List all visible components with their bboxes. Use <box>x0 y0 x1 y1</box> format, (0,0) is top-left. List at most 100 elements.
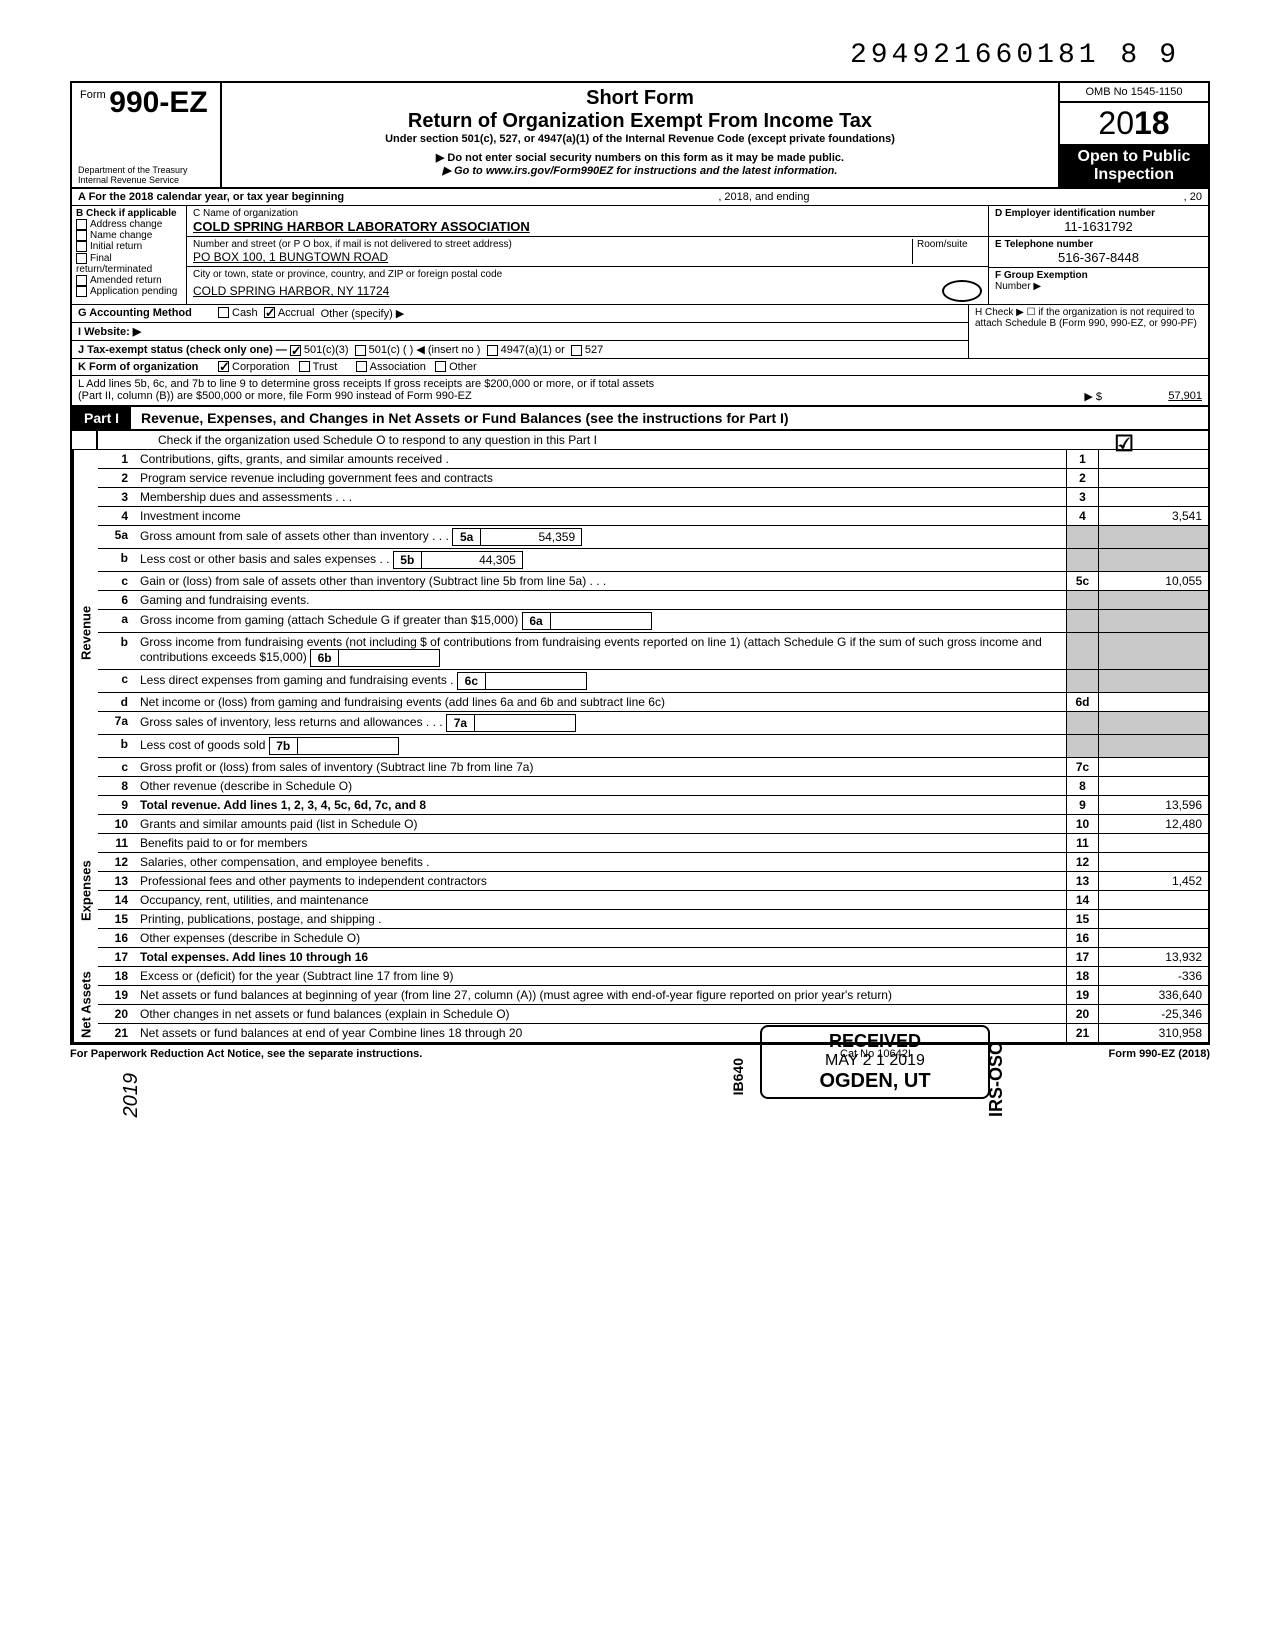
line-6a: Gross income from gaming (attach Schedul… <box>138 610 1066 632</box>
revenue-section: Revenue 1Contributions, gifts, grants, a… <box>70 450 1210 815</box>
line-4: Investment income <box>138 507 1066 525</box>
title-note: ▶ Do not enter social security numbers o… <box>230 151 1050 164</box>
line-a-mid: , 2018, and ending <box>344 191 1184 203</box>
l-text2: (Part II, column (B)) are $500,000 or mo… <box>78 390 472 403</box>
line-17: Total expenses. Add lines 10 through 16 <box>138 948 1066 966</box>
accrual-checkbox[interactable] <box>264 307 275 318</box>
b-opt[interactable]: Address change <box>76 219 182 230</box>
501c3-checkbox[interactable] <box>290 345 301 356</box>
k-row: K Form of organization Corporation Trust… <box>70 359 1210 376</box>
l-sym: ▶ $ <box>1084 390 1102 403</box>
c-city-row: City or town, state or province, country… <box>187 267 988 304</box>
line-15: Printing, publications, postage, and shi… <box>138 910 1066 928</box>
room-suite: Room/suite <box>912 239 982 264</box>
form-990ez: 990-EZ <box>109 89 207 116</box>
line-2: Program service revenue including govern… <box>138 469 1066 487</box>
i-website: I Website: ▶ <box>72 323 968 341</box>
netassets-label: Net Assets <box>72 967 98 1042</box>
omb-number: OMB No 1545-1150 <box>1060 83 1208 103</box>
line-7b: Less cost of goods sold 7b <box>138 735 1066 757</box>
part1-check-row: Check if the organization used Schedule … <box>70 431 1210 450</box>
line-5b: Less cost or other basis and sales expen… <box>138 549 1066 571</box>
form-word: Form <box>80 89 106 101</box>
cash-checkbox[interactable] <box>218 307 229 318</box>
c-city-hdr: City or town, state or province, country… <box>193 269 982 280</box>
other-org-checkbox[interactable] <box>435 361 446 372</box>
e-phone: E Telephone number 516-367-8448 <box>989 237 1208 268</box>
title-return: Return of Organization Exempt From Incom… <box>230 110 1050 133</box>
b-opt[interactable]: Name change <box>76 230 182 241</box>
page-footer: For Paperwork Reduction Act Notice, see … <box>70 1044 1210 1063</box>
line-12: Salaries, other compensation, and employ… <box>138 853 1066 871</box>
line-11: Benefits paid to or for members <box>138 834 1066 852</box>
part1-check-text: Check if the organization used Schedule … <box>98 431 1208 449</box>
f-group: F Group Exemption Number ▶ <box>989 268 1208 294</box>
501c-checkbox[interactable] <box>355 345 366 356</box>
l-row: L Add lines 5b, 6c, and 7b to line 9 to … <box>70 376 1210 407</box>
open-public-badge: Open to Public Inspection <box>1060 144 1208 187</box>
form-number-cell: Form 990-EZ <box>72 83 222 161</box>
title-cell: Short Form Return of Organization Exempt… <box>222 83 1058 187</box>
g-label: G Accounting Method <box>78 307 218 320</box>
b-opt[interactable]: Amended return <box>76 275 182 286</box>
org-name: COLD SPRING HARBOR LABORATORY ASSOCIATIO… <box>193 219 982 234</box>
line-1: Contributions, gifts, grants, and simila… <box>138 450 1066 468</box>
line-7a: Gross sales of inventory, less returns a… <box>138 712 1066 734</box>
ein-value: 11-1631792 <box>995 219 1202 234</box>
line-19: Net assets or fund balances at beginning… <box>138 986 1066 1004</box>
phone-value: 516-367-8448 <box>995 250 1202 265</box>
trust-checkbox[interactable] <box>299 361 310 372</box>
footer-left: For Paperwork Reduction Act Notice, see … <box>70 1048 840 1060</box>
527-checkbox[interactable] <box>571 345 582 356</box>
line-a: A For the 2018 calendar year, or tax yea… <box>70 189 1210 206</box>
line-a-end: , 20 <box>1184 191 1202 203</box>
expenses-label: Expenses <box>72 815 98 967</box>
line-14: Occupancy, rent, utilities, and maintena… <box>138 891 1066 909</box>
group-num: Number ▶ <box>995 281 1202 292</box>
d-ein: D Employer identification number 11-1631… <box>989 206 1208 237</box>
b-opt[interactable]: Final return/terminated <box>76 253 182 275</box>
b-opt[interactable]: Initial return <box>76 241 182 252</box>
l-amount: 57,901 <box>1102 390 1202 403</box>
scan-code: 294921660181 89 <box>70 40 1210 71</box>
b-column: B Check if applicable Address change Nam… <box>72 206 187 304</box>
stamp-date: MAY 2 1 2019 <box>768 1052 982 1070</box>
j-row: J Tax-exempt status (check only one) — 5… <box>72 341 968 358</box>
part1-tag: Part I <box>72 407 131 429</box>
title-short: Short Form <box>230 87 1050 110</box>
b-header: B Check if applicable <box>76 208 182 219</box>
expenses-section: Expenses 10Grants and similar amounts pa… <box>70 815 1210 967</box>
title-under: Under section 501(c), 527, or 4947(a)(1)… <box>230 133 1050 145</box>
dept-cell: Department of the Treasury Internal Reve… <box>72 161 222 187</box>
corp-checkbox[interactable] <box>218 361 229 372</box>
b-opt[interactable]: Application pending <box>76 286 182 297</box>
line-10: Grants and similar amounts paid (list in… <box>138 815 1066 833</box>
footer-right: Form 990-EZ (2018) <box>1040 1048 1210 1060</box>
stamp-ogden: OGDEN, UT <box>768 1070 982 1093</box>
line-9: Total revenue. Add lines 1, 2, 3, 4, 5c,… <box>138 796 1066 814</box>
revenue-label: Revenue <box>72 450 98 815</box>
line-16: Other expenses (describe in Schedule O) <box>138 929 1066 947</box>
line-6d: Net income or (loss) from gaming and fun… <box>138 693 1066 711</box>
schedule-o-check-icon: ☑ <box>1114 431 1134 457</box>
org-address: PO BOX 100, 1 BUNGTOWN ROAD <box>193 250 912 264</box>
part1-header: Part I Revenue, Expenses, and Changes in… <box>70 407 1210 431</box>
dept-treasury: Department of the Treasury <box>78 165 214 175</box>
c-column: C Name of organization COLD SPRING HARBO… <box>187 206 988 304</box>
line-6c: Less direct expenses from gaming and fun… <box>138 670 1066 692</box>
oval-mark <box>942 280 982 302</box>
line-8: Other revenue (describe in Schedule O) <box>138 777 1066 795</box>
line-6b: Gross income from fundraising events (no… <box>138 633 1066 669</box>
line-20: Other changes in net assets or fund bala… <box>138 1005 1066 1023</box>
title-goto: ▶ Go to www.irs.gov/Form990EZ for instru… <box>230 164 1050 177</box>
line-6: Gaming and fundraising events. <box>138 591 1066 609</box>
received-stamp: RECEIVED MAY 2 1 2019 OGDEN, UT <box>760 1025 990 1099</box>
d-column: D Employer identification number 11-1631… <box>988 206 1208 304</box>
h-schedule-b: H Check ▶ ☐ if the organization is not r… <box>968 305 1208 358</box>
c-addr-row: Number and street (or P O box, if mail i… <box>187 237 988 267</box>
c-name-row: C Name of organization COLD SPRING HARBO… <box>187 206 988 237</box>
line-13: Professional fees and other payments to … <box>138 872 1066 890</box>
line-5a: Gross amount from sale of assets other t… <box>138 526 1066 548</box>
4947-checkbox[interactable] <box>487 345 498 356</box>
assoc-checkbox[interactable] <box>356 361 367 372</box>
